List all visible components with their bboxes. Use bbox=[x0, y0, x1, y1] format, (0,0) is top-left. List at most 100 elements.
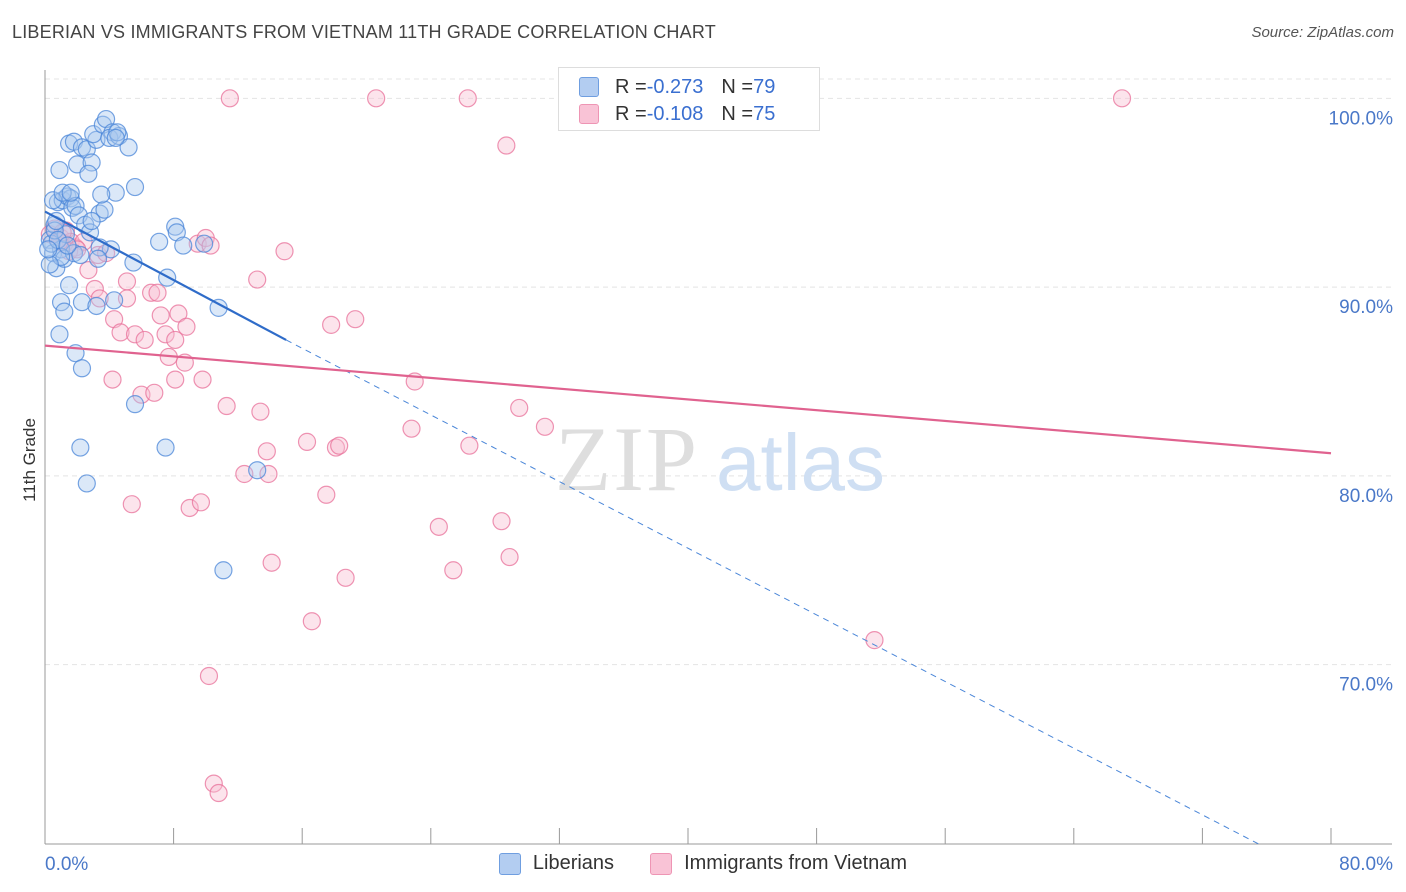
vietnam-legend-label: Immigrants from Vietnam bbox=[684, 852, 908, 874]
vietnam-point bbox=[117, 272, 137, 291]
liberians-point bbox=[119, 138, 138, 157]
liberians-point bbox=[125, 177, 145, 197]
legend-item-liberians: Liberians bbox=[498, 852, 615, 875]
vietnam-point bbox=[444, 561, 463, 580]
liberians-point bbox=[150, 232, 169, 251]
chart-title: LIBERIAN VS IMMIGRANTS FROM VIETNAM 11TH… bbox=[12, 22, 716, 42]
gridlines bbox=[45, 78, 1392, 666]
watermark-atlas: atlas bbox=[716, 418, 885, 507]
vietnam-point bbox=[257, 442, 276, 461]
liberians-point bbox=[95, 200, 114, 219]
vietnam-trend-line bbox=[44, 344, 1332, 455]
vietnam-point bbox=[180, 498, 199, 518]
vietnam-point bbox=[492, 512, 511, 531]
liberians-legend-label: Liberians bbox=[532, 852, 615, 874]
liberians-point bbox=[50, 325, 69, 344]
y-tick-label: 80.0% bbox=[1339, 486, 1393, 507]
liberians-point bbox=[71, 245, 90, 265]
y-tick-label: 100.0% bbox=[1329, 108, 1394, 129]
liberians-point bbox=[58, 236, 77, 255]
vietnam-point bbox=[865, 631, 884, 650]
vietnam-point bbox=[326, 438, 346, 457]
liberians-point bbox=[40, 255, 59, 274]
vietnam-n-value: 75 bbox=[753, 102, 776, 125]
vietnam-point bbox=[259, 464, 278, 484]
liberians-point bbox=[88, 249, 108, 268]
vietnam-r-value: -0.108 bbox=[646, 102, 704, 125]
vietnam-point bbox=[151, 306, 170, 325]
series-liberians bbox=[39, 109, 267, 580]
liberians-point bbox=[174, 236, 193, 255]
vietnam-point bbox=[209, 783, 228, 803]
liberians-point bbox=[106, 183, 125, 202]
correlation-legend: R = -0.273 N = 79 R = -0.108 N = 75 bbox=[558, 67, 820, 131]
vietnam-point bbox=[1112, 89, 1132, 108]
liberians-point bbox=[72, 293, 92, 312]
liberians-point bbox=[61, 183, 80, 202]
liberians-trend-extension bbox=[285, 339, 1259, 845]
vietnam-point bbox=[141, 283, 161, 302]
liberians-r-value: -0.273 bbox=[646, 75, 704, 98]
liberians-point bbox=[106, 128, 125, 148]
vietnam-point bbox=[429, 517, 448, 536]
trend-lines bbox=[44, 210, 1332, 845]
legend-row-liberians: R = -0.273 N = 79 bbox=[579, 74, 775, 100]
x-tick-label-min: 0.0% bbox=[45, 854, 88, 875]
liberians-point bbox=[60, 276, 79, 295]
legend-item-vietnam: Immigrants from Vietnam bbox=[650, 852, 907, 875]
liberians-point bbox=[214, 561, 233, 580]
source-label: Source: ZipAtlas.com bbox=[1251, 24, 1394, 41]
vietnam-point bbox=[402, 419, 421, 438]
vietnam-point bbox=[201, 236, 220, 255]
vietnam-point bbox=[220, 89, 239, 108]
liberians-point bbox=[248, 461, 267, 480]
liberians-point bbox=[39, 240, 58, 259]
liberians-r-label: R = bbox=[615, 75, 647, 98]
vietnam-point bbox=[302, 612, 321, 631]
vietnam-swatch bbox=[579, 104, 599, 124]
vietnam-point bbox=[177, 317, 196, 336]
vietnam-legend-swatch bbox=[650, 852, 673, 875]
liberians-point bbox=[105, 291, 124, 310]
vietnam-point bbox=[460, 436, 479, 455]
y-tick-label: 90.0% bbox=[1339, 297, 1393, 318]
liberians-point bbox=[71, 438, 90, 457]
vietnam-point bbox=[500, 547, 519, 567]
liberians-point bbox=[55, 302, 74, 321]
vietnam-point bbox=[193, 370, 212, 389]
liberians-point bbox=[82, 211, 101, 231]
series-legend: Liberians Immigrants from Vietnam bbox=[0, 852, 1406, 875]
watermark: ZIP atlas bbox=[555, 408, 885, 510]
liberians-point bbox=[43, 191, 63, 210]
vietnam-point bbox=[510, 398, 529, 418]
liberians-point bbox=[87, 296, 106, 316]
vietnam-point bbox=[251, 402, 270, 421]
liberians-point bbox=[50, 160, 69, 180]
vietnam-point bbox=[458, 89, 477, 108]
vietnam-point bbox=[111, 323, 130, 342]
vietnam-point bbox=[497, 136, 516, 155]
liberians-n-label: N = bbox=[721, 75, 754, 98]
watermark-zip: ZIP bbox=[555, 408, 699, 510]
y-tick-label: 70.0% bbox=[1339, 675, 1393, 696]
vietnam-point bbox=[317, 485, 336, 504]
vietnam-point bbox=[191, 493, 211, 512]
vietnam-point bbox=[336, 568, 355, 587]
vietnam-n-label: N = bbox=[721, 102, 754, 125]
vietnam-point bbox=[145, 383, 164, 402]
liberians-trend-line bbox=[44, 210, 287, 341]
vietnam-point bbox=[204, 774, 223, 793]
liberians-legend-swatch bbox=[498, 852, 521, 875]
liberians-point bbox=[156, 438, 175, 457]
x-tick-label-max: 80.0% bbox=[1339, 854, 1393, 875]
vietnam-point bbox=[217, 396, 236, 416]
liberians-swatch bbox=[579, 77, 599, 97]
vietnam-point bbox=[125, 325, 145, 344]
tick-labels: 100.0% 90.0% 80.0% 70.0% 0.0% 80.0% bbox=[45, 108, 1393, 875]
vietnam-point bbox=[103, 370, 122, 389]
liberians-point bbox=[72, 359, 92, 378]
vietnam-point bbox=[275, 242, 294, 261]
vietnam-point bbox=[262, 553, 281, 572]
liberians-point bbox=[79, 164, 98, 183]
